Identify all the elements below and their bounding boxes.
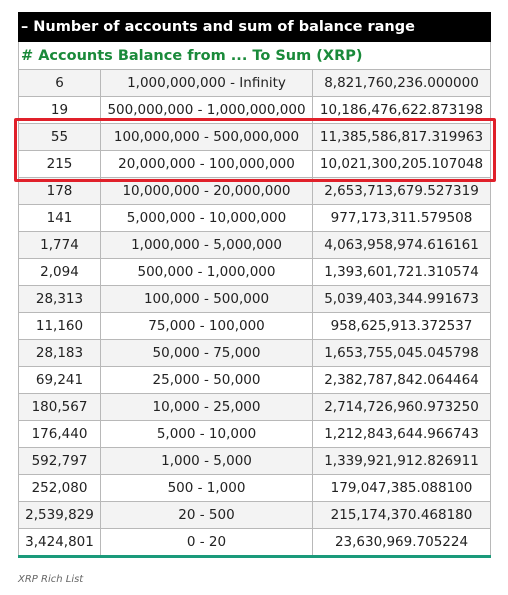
highlight-box — [14, 118, 496, 182]
sum-cell: 2,382,787,842.064464 — [312, 366, 491, 394]
accounts-cell: 11,160 — [18, 312, 101, 340]
range-cell: 10,000,000 - 20,000,000 — [100, 177, 313, 205]
sum-cell: 8,821,760,236.000000 — [312, 69, 491, 97]
accounts-cell: 69,241 — [18, 366, 101, 394]
sum-cell: 11,385,586,817.319963 — [312, 123, 491, 151]
sum-cell: 215,174,370.468180 — [312, 501, 491, 529]
accounts-cell: 28,183 — [18, 339, 101, 367]
sum-cell: 23,630,969.705224 — [312, 528, 491, 557]
range-cell: 1,000,000 - 5,000,000 — [100, 231, 313, 259]
table-row: 55 100,000,000 - 500,000,000 11,385,586,81… — [18, 123, 491, 151]
range-cell: 10,000 - 25,000 — [100, 393, 313, 421]
range-cell: 50,000 - 75,000 — [100, 339, 313, 367]
range-cell: 500 - 1,000 — [100, 474, 313, 502]
table-row: 141 5,000,000 - 10,000,000 977,173,311.579… — [18, 204, 491, 232]
table-wrap: – Number of accounts and sum of balance … — [18, 12, 491, 558]
table-row: 11,160 75,000 - 100,000 958,625,913.372537 — [18, 312, 491, 340]
sum-cell: 1,653,755,045.045798 — [312, 339, 491, 367]
accounts-cell: 141 — [18, 204, 101, 232]
sum-cell: 958,625,913.372537 — [312, 312, 491, 340]
range-cell: 20,000,000 - 100,000,000 — [100, 150, 313, 178]
range-cell: 75,000 - 100,000 — [100, 312, 313, 340]
range-cell: 25,000 - 50,000 — [100, 366, 313, 394]
accounts-cell: 2,094 — [18, 258, 101, 286]
accounts-cell: 1,774 — [18, 231, 101, 259]
accounts-cell: 6 — [18, 69, 101, 97]
sum-cell: 1,212,843,644.966743 — [312, 420, 491, 448]
accounts-cell: 3,424,801 — [18, 528, 101, 557]
range-cell: 1,000,000,000 - Infinity — [100, 69, 313, 97]
accounts-cell: 176,440 — [18, 420, 101, 448]
range-cell: 0 - 20 — [100, 528, 313, 557]
table-row: 252,080 500 - 1,000 179,047,385.088100 — [18, 474, 491, 502]
table-row: 2,539,829 20 - 500 215,174,370.468180 — [18, 501, 491, 529]
accounts-cell: 592,797 — [18, 447, 101, 475]
sum-cell: 5,039,403,344.991673 — [312, 285, 491, 313]
table-row: 215 20,000,000 - 100,000,000 10,021,300,20… — [18, 150, 491, 178]
range-cell: 100,000,000 - 500,000,000 — [100, 123, 313, 151]
accounts-cell: 252,080 — [18, 474, 101, 502]
table-row: 3,424,801 0 - 20 23,630,969.705224 — [18, 528, 491, 557]
table-subheader: # Accounts Balance from ... To Sum (XRP) — [18, 41, 491, 70]
table-row: 28,313 100,000 - 500,000 5,039,403,344.991… — [18, 285, 491, 313]
table-row: 176,440 5,000 - 10,000 1,212,843,644.96674… — [18, 420, 491, 448]
table-row: 180,567 10,000 - 25,000 2,714,726,960.9732… — [18, 393, 491, 421]
accounts-cell: 178 — [18, 177, 101, 205]
sum-cell: 1,339,921,912.826911 — [312, 447, 491, 475]
table-row: 2,094 500,000 - 1,000,000 1,393,601,721.31… — [18, 258, 491, 286]
accounts-cell: 180,567 — [18, 393, 101, 421]
table-body: – Number of accounts and sum of balance … — [18, 12, 491, 557]
table-row: 1,774 1,000,000 - 5,000,000 4,063,958,974.… — [18, 231, 491, 259]
table-row: 592,797 1,000 - 5,000 1,339,921,912.826911 — [18, 447, 491, 475]
title-row: – Number of accounts and sum of balance … — [18, 12, 491, 42]
range-cell: 20 - 500 — [100, 501, 313, 529]
caption: XRP Rich List — [18, 574, 84, 585]
accounts-cell: 2,539,829 — [18, 501, 101, 529]
range-cell: 500,000 - 1,000,000 — [100, 258, 313, 286]
table-title: – Number of accounts and sum of balance … — [18, 12, 491, 42]
range-cell: 5,000,000 - 10,000,000 — [100, 204, 313, 232]
sum-cell: 179,047,385.088100 — [312, 474, 491, 502]
accounts-cell: 28,313 — [18, 285, 101, 313]
range-cell: 100,000 - 500,000 — [100, 285, 313, 313]
subheader-row: # Accounts Balance from ... To Sum (XRP) — [18, 41, 491, 70]
sum-cell: 4,063,958,974.616161 — [312, 231, 491, 259]
range-cell: 1,000 - 5,000 — [100, 447, 313, 475]
sum-cell: 2,714,726,960.973250 — [312, 393, 491, 421]
table-row: 28,183 50,000 - 75,000 1,653,755,045.04579… — [18, 339, 491, 367]
sum-cell: 1,393,601,721.310574 — [312, 258, 491, 286]
table-row: 6 1,000,000,000 - Infinity 8,821,760,236.0… — [18, 69, 491, 97]
table-row: 69,241 25,000 - 50,000 2,382,787,842.06446… — [18, 366, 491, 394]
table: – Number of accounts and sum of balance … — [18, 12, 491, 558]
sum-cell: 977,173,311.579508 — [312, 204, 491, 232]
range-cell: 5,000 - 10,000 — [100, 420, 313, 448]
sum-cell: 10,021,300,205.107048 — [312, 150, 491, 178]
